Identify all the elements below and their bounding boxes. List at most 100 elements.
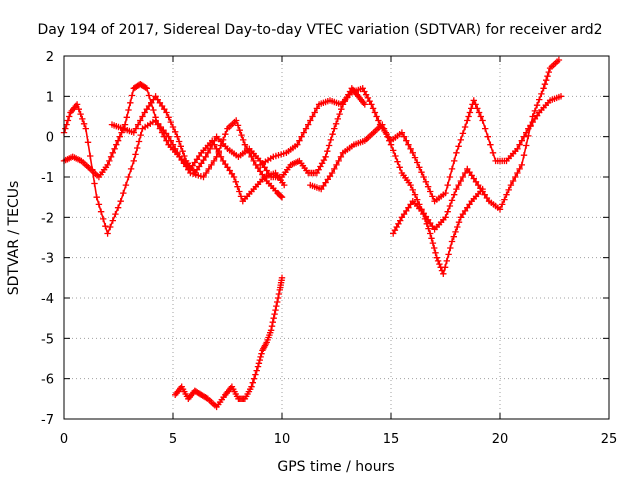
- data-point-interp: [132, 151, 139, 158]
- data-point: [442, 189, 449, 197]
- data-point-interp: [237, 193, 245, 200]
- data-point-interp: [132, 125, 140, 132]
- data-point: [379, 121, 386, 128]
- data-point-interp: [226, 167, 233, 174]
- plot-frame: [63, 55, 610, 420]
- y-tick-label: -1: [41, 171, 54, 186]
- data-point-interp: [77, 110, 84, 118]
- data-point-interp: [256, 356, 263, 364]
- data-point: [464, 165, 471, 173]
- series-7: [172, 274, 286, 411]
- data-point: [113, 141, 120, 148]
- data-point-interp: [145, 92, 153, 99]
- data-point-interp: [364, 94, 372, 102]
- data-point-interp: [444, 181, 451, 189]
- data-point-interp: [275, 290, 283, 298]
- data-point-interp: [373, 113, 380, 120]
- data-point: [440, 270, 447, 277]
- data-point-interp: [111, 145, 118, 152]
- grid-lines: [64, 56, 609, 419]
- data-point-interp: [300, 129, 307, 136]
- data-point-interp: [137, 117, 144, 124]
- data-point: [202, 153, 209, 160]
- data-point-interp: [325, 142, 333, 149]
- data-point-interp: [167, 118, 174, 126]
- data-point-interp: [236, 127, 243, 134]
- data-point-interp: [177, 143, 184, 150]
- data-point-interp: [375, 117, 382, 124]
- data-point-interp: [66, 113, 73, 120]
- x-axis-label: GPS time / hours: [277, 459, 394, 475]
- data-point-interp: [461, 169, 469, 177]
- data-point: [163, 109, 170, 116]
- data-point-interp: [405, 204, 412, 211]
- data-point: [272, 306, 279, 314]
- data-point-interp: [447, 244, 454, 252]
- data-point-interp: [107, 223, 114, 231]
- data-point-interp: [468, 105, 475, 112]
- data-point-interp: [123, 114, 130, 121]
- data-point-interp: [474, 105, 481, 112]
- data-point-interp: [324, 148, 331, 155]
- data-point-interp: [274, 294, 282, 302]
- data-point: [368, 101, 375, 108]
- data-point-interp: [327, 136, 334, 144]
- data-point: [387, 141, 395, 148]
- data-point-interp: [165, 114, 172, 121]
- data-point-interp: [234, 183, 241, 190]
- data-point: [433, 254, 440, 261]
- data-point-interp: [252, 371, 259, 378]
- data-point-interp: [106, 157, 113, 165]
- data-point-interp: [209, 141, 216, 148]
- data-point: [117, 198, 124, 205]
- data-point: [407, 181, 414, 189]
- data-point: [420, 173, 427, 181]
- data-point: [278, 274, 286, 281]
- data-point: [230, 173, 238, 181]
- data-point-interp: [100, 215, 107, 223]
- data-point-interp: [509, 177, 517, 185]
- data-point-interp: [454, 223, 461, 231]
- data-point-interp: [120, 189, 127, 197]
- data-point-interp: [481, 191, 488, 198]
- data-point-interp: [162, 130, 170, 137]
- data-point-interp: [455, 219, 463, 226]
- data-point-interp: [114, 137, 122, 144]
- data-point-interp: [116, 133, 123, 140]
- data-point: [555, 56, 563, 64]
- data-point-interp: [523, 142, 530, 149]
- data-point: [448, 238, 456, 245]
- data-point-interp: [249, 379, 256, 386]
- data-point-interp: [274, 298, 281, 306]
- data-point-interp: [320, 156, 328, 164]
- data-point-interp: [477, 113, 484, 120]
- data-point-interp: [311, 109, 318, 116]
- data-point-interp: [80, 120, 88, 127]
- data-point-interp: [118, 129, 125, 136]
- data-point: [281, 181, 288, 189]
- data-point-interp: [127, 99, 134, 106]
- data-point-interp: [422, 178, 430, 185]
- data-point: [305, 121, 312, 128]
- data-point: [82, 125, 89, 132]
- data-point-interp: [541, 81, 549, 88]
- data-point: [453, 149, 460, 156]
- data-point-interp: [443, 257, 450, 265]
- data-point-interp: [445, 251, 452, 258]
- data-point-interp: [397, 217, 404, 224]
- y-tick-label: -6: [41, 373, 54, 388]
- data-point-interp: [545, 68, 552, 76]
- data-point-interp: [438, 267, 446, 274]
- data-point-interp: [125, 106, 132, 114]
- data-point: [143, 85, 150, 92]
- data-point-interp: [405, 141, 412, 148]
- data-point-interp: [64, 117, 72, 124]
- data-point-interp: [109, 217, 116, 224]
- data-point-interp: [424, 183, 432, 190]
- data-point-interp: [466, 109, 474, 116]
- data-point-interp: [205, 165, 212, 173]
- data-point: [104, 161, 111, 169]
- data-point-interp: [450, 233, 457, 240]
